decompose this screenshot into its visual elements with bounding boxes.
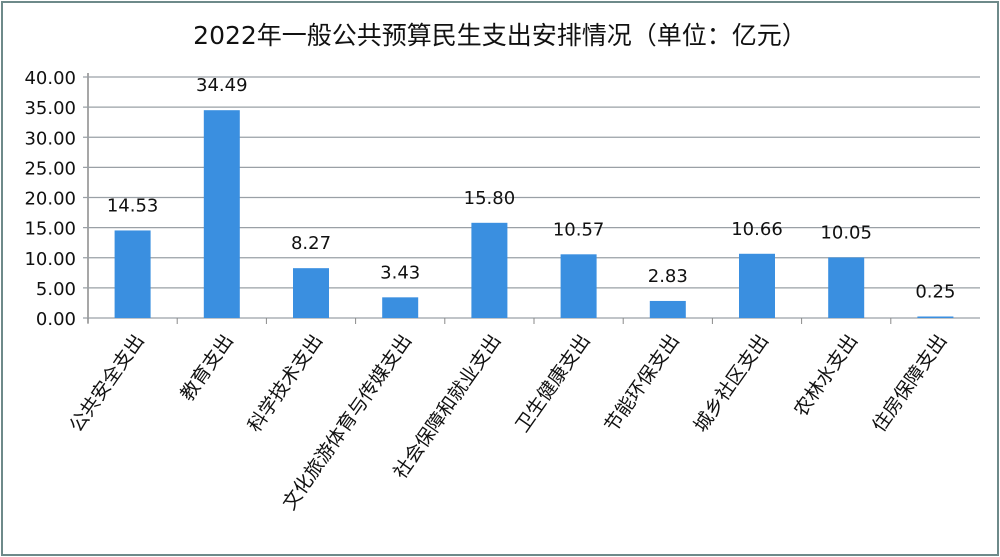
x-tick-label: 节能环保支出 [600,330,683,436]
data-label: 14.53 [107,195,159,216]
y-tick-label: 35.00 [24,98,76,119]
data-label: 3.43 [380,262,420,283]
x-tick-label: 卫生健康支出 [511,330,594,436]
data-label: 10.57 [553,219,605,240]
data-label: 34.49 [196,75,248,96]
bar [560,254,597,318]
data-label: 15.80 [464,188,516,209]
y-tick-label: 5.00 [36,279,76,300]
y-tick-label: 30.00 [24,128,76,149]
bar [382,297,419,318]
x-tick-label: 城乡社区支出 [690,330,773,436]
x-tick-label: 住房保障支出 [868,330,951,436]
x-tick-label: 农林水支出 [790,330,863,420]
data-label: 2.83 [648,266,688,287]
bar [828,257,865,318]
data-label: 10.66 [731,219,783,240]
x-tick-label: 教育支出 [176,330,238,405]
bar [293,268,329,318]
y-tick-label: 0.00 [36,309,76,330]
data-label: 0.25 [915,281,955,302]
y-tick-label: 15.00 [24,219,76,240]
y-tick-label: 25.00 [24,158,76,179]
y-tick-label: 20.00 [24,189,76,210]
bar [917,316,954,318]
x-tick-label: 科学技术支出 [244,330,327,436]
chart-title: 2022年一般公共预算民生支出安排情况（单位：亿元） [193,21,807,50]
bar [739,253,775,318]
data-label: 8.27 [291,233,331,254]
bar [203,110,240,318]
y-tick-label: 40.00 [24,68,76,89]
bar [471,222,508,318]
data-label: 10.05 [820,222,872,243]
x-tick-label: 公共安全支出 [65,330,148,436]
bar [649,300,686,318]
bar [114,230,151,318]
y-tick-label: 10.00 [24,249,76,270]
